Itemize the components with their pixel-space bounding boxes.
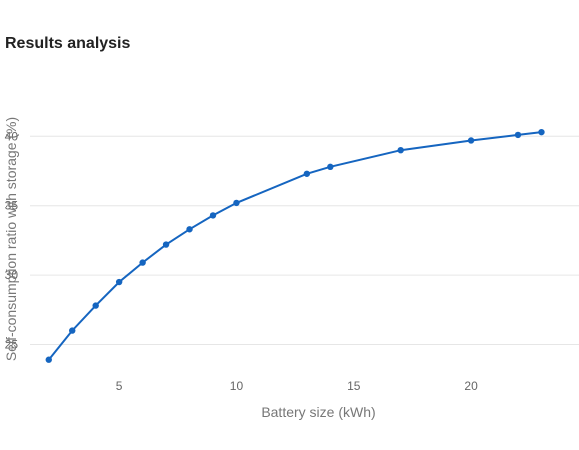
data-point [514, 131, 522, 139]
data-point [209, 212, 217, 219]
x-tick-label: 15 [347, 379, 361, 393]
x-tick-label: 5 [116, 379, 123, 393]
data-point [162, 241, 170, 248]
data-point [397, 146, 404, 154]
y-tick-label: 30 [5, 268, 19, 282]
data-point [538, 128, 545, 136]
x-axis-title: Battery size (kWh) [261, 404, 375, 420]
grid-lines [30, 135, 579, 345]
data-point [69, 327, 76, 334]
x-tick-label: 10 [230, 379, 244, 393]
data-point [327, 163, 334, 171]
data-point [92, 302, 99, 309]
data-point [139, 259, 146, 266]
y-axis-ticks: 25 30 35 40 [5, 129, 19, 351]
y-tick-label: 25 [5, 337, 19, 351]
x-axis-ticks: 5 10 15 20 [116, 379, 478, 393]
data-point [186, 226, 193, 233]
data-point [45, 356, 52, 363]
x-tick-label: 20 [464, 379, 478, 393]
data-point [467, 137, 475, 144]
y-tick-label: 40 [5, 129, 19, 143]
y-axis-title: Self-consumption ratio with storage (%) [3, 117, 19, 361]
data-points [45, 128, 545, 363]
page-title: Results analysis [5, 35, 131, 52]
data-point [233, 199, 240, 207]
data-point [303, 170, 311, 177]
y-tick-label: 35 [5, 199, 19, 213]
series-line [48, 131, 542, 361]
data-point [115, 278, 123, 286]
